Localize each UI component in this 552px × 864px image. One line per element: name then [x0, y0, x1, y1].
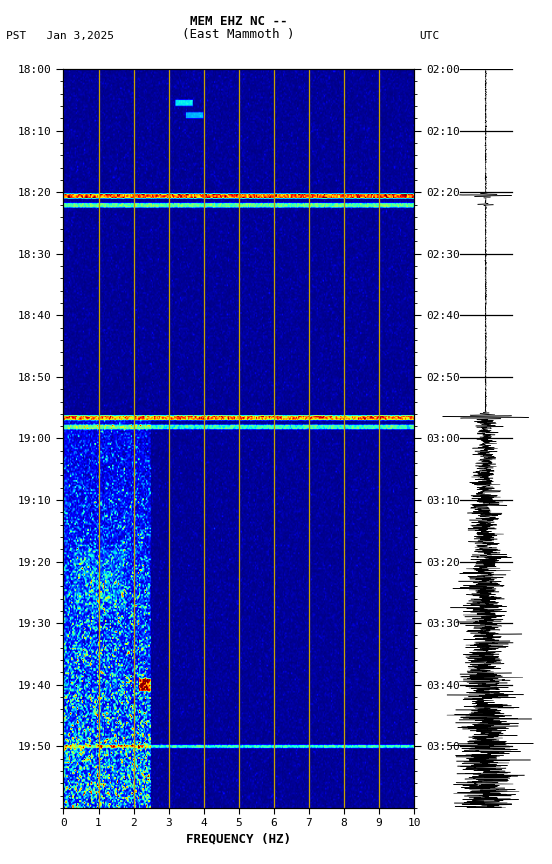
Text: MEM EHZ NC --: MEM EHZ NC -- [190, 15, 288, 28]
Text: PST   Jan 3,2025: PST Jan 3,2025 [6, 31, 114, 41]
X-axis label: FREQUENCY (HZ): FREQUENCY (HZ) [186, 832, 291, 845]
Text: (East Mammoth ): (East Mammoth ) [183, 29, 295, 41]
Text: UTC: UTC [420, 31, 440, 41]
